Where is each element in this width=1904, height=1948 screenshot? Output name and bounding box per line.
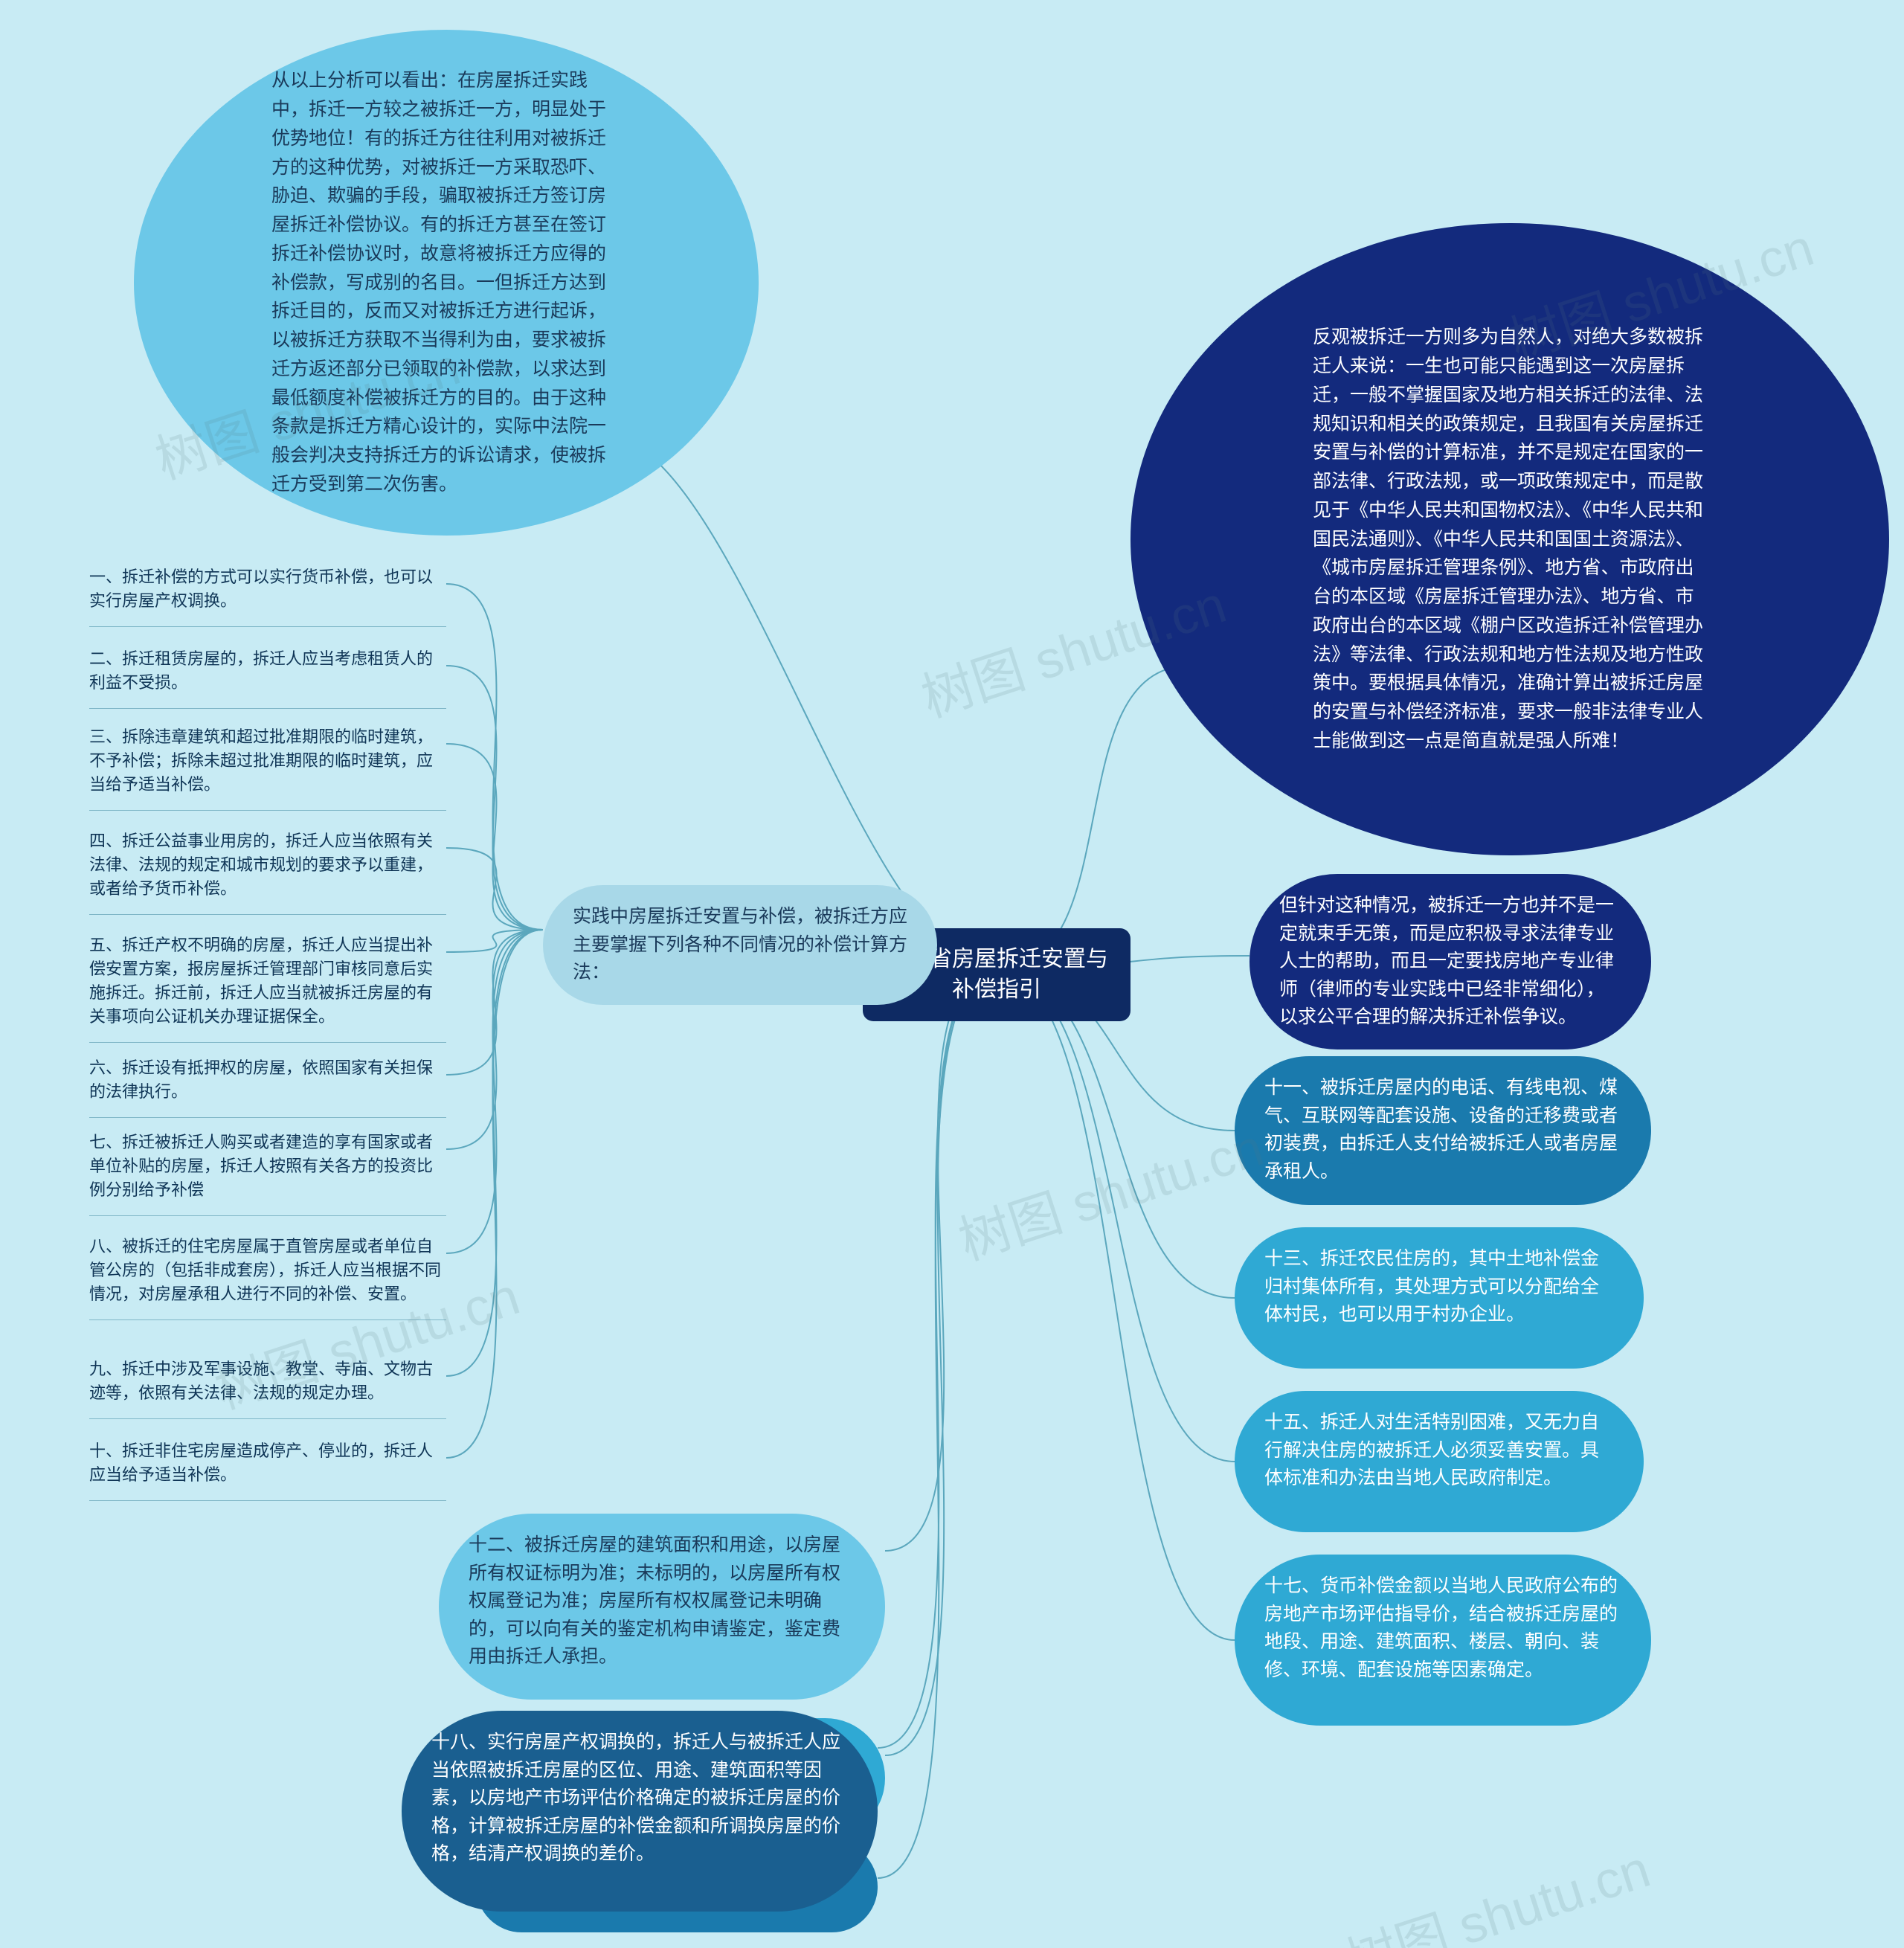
- analysis-ellipse[interactable]: 从以上分析可以看出：在房屋拆迁实践中，拆迁一方较之被拆迁一方，明显处于优势地位！…: [134, 30, 759, 536]
- left-item-3[interactable]: 三、拆除违章建筑和超过批准期限的临时建筑，不予补偿；拆除未超过批准期限的临时建筑…: [89, 725, 446, 811]
- practice-methods-pill[interactable]: 实践中房屋拆迁安置与补偿，被拆迁方应主要掌握下列各种不同情况的补偿计算方法：: [543, 885, 937, 1005]
- right-pill-1[interactable]: 但针对这种情况，被拆迁一方也并不是一定就束手无策，而是应积极寻求法律专业人士的帮…: [1250, 874, 1651, 1049]
- right-pill-4[interactable]: 十五、拆迁人对生活特别困难，又无力自行解决住房的被拆迁人必须妥善安置。具体标准和…: [1235, 1391, 1644, 1532]
- bottom-pill-1[interactable]: 十二、被拆迁房屋的建筑面积和用途，以房屋所有权证标明为准；未标明的，以房屋所有权…: [439, 1514, 885, 1700]
- bottom-pill-4[interactable]: 十八、实行房屋产权调换的，拆迁人与被拆迁人应当依照被拆迁房屋的区位、用途、建筑面…: [402, 1711, 878, 1912]
- right-pill-3[interactable]: 十三、拆迁农民住房的，其中土地补偿金归村集体所有，其处理方式可以分配给全体村民，…: [1235, 1227, 1644, 1369]
- mindmap-canvas: 吉林省房屋拆迁安置与补偿指引 从以上分析可以看出：在房屋拆迁实践中，拆迁一方较之…: [0, 0, 1904, 1948]
- left-item-5[interactable]: 五、拆迁产权不明确的房屋，拆迁人应当提出补偿安置方案，报房屋拆迁管理部门审核同意…: [89, 933, 446, 1043]
- left-item-6[interactable]: 六、拆迁设有抵押权的房屋，依照国家有关担保的法律执行。: [89, 1056, 446, 1118]
- counterpart-ellipse[interactable]: 反观被拆迁一方则多为自然人，对绝大多数被拆迁人来说：一生也可能只能遇到这一次房屋…: [1130, 223, 1889, 855]
- right-pill-2[interactable]: 十一、被拆迁房屋内的电话、有线电视、煤气、互联网等配套设施、设备的迁移费或者初装…: [1235, 1056, 1651, 1205]
- analysis-text: 从以上分析可以看出：在房屋拆迁实践中，拆迁一方较之被拆迁一方，明显处于优势地位！…: [271, 66, 621, 498]
- right-pill-5[interactable]: 十七、货币补偿金额以当地人民政府公布的房地产市场评估指导价，结合被拆迁房屋的地段…: [1235, 1555, 1651, 1726]
- left-item-8[interactable]: 八、被拆迁的住宅房屋属于直管房屋或者单位自管公房的（包括非成套房），拆迁人应当根…: [89, 1235, 446, 1320]
- left-item-2[interactable]: 二、拆迁租赁房屋的，拆迁人应当考虑租赁人的利益不受损。: [89, 647, 446, 709]
- watermark: 树图 shutu.cn: [948, 1106, 1272, 1275]
- counterpart-text: 反观被拆迁一方则多为自然人，对绝大多数被拆迁人来说：一生也可能只能遇到这一次房屋…: [1313, 323, 1707, 755]
- left-item-7[interactable]: 七、拆迁被拆迁人购买或者建造的享有国家或者单位补贴的房屋，拆迁人按照有关各方的投…: [89, 1131, 446, 1216]
- left-item-10[interactable]: 十、拆迁非住宅房屋造成停产、停业的，拆迁人应当给予适当补偿。: [89, 1439, 446, 1501]
- left-item-9[interactable]: 九、拆迁中涉及军事设施、教堂、寺庙、文物古迹等，依照有关法律、法规的规定办理。: [89, 1357, 446, 1419]
- left-item-4[interactable]: 四、拆迁公益事业用房的，拆迁人应当依照有关法律、法规的规定和城市规划的要求予以重…: [89, 829, 446, 915]
- left-item-1[interactable]: 一、拆迁补偿的方式可以实行货币补偿，也可以实行房屋产权调换。: [89, 565, 446, 627]
- watermark: 树图 shutu.cn: [1335, 1828, 1659, 1948]
